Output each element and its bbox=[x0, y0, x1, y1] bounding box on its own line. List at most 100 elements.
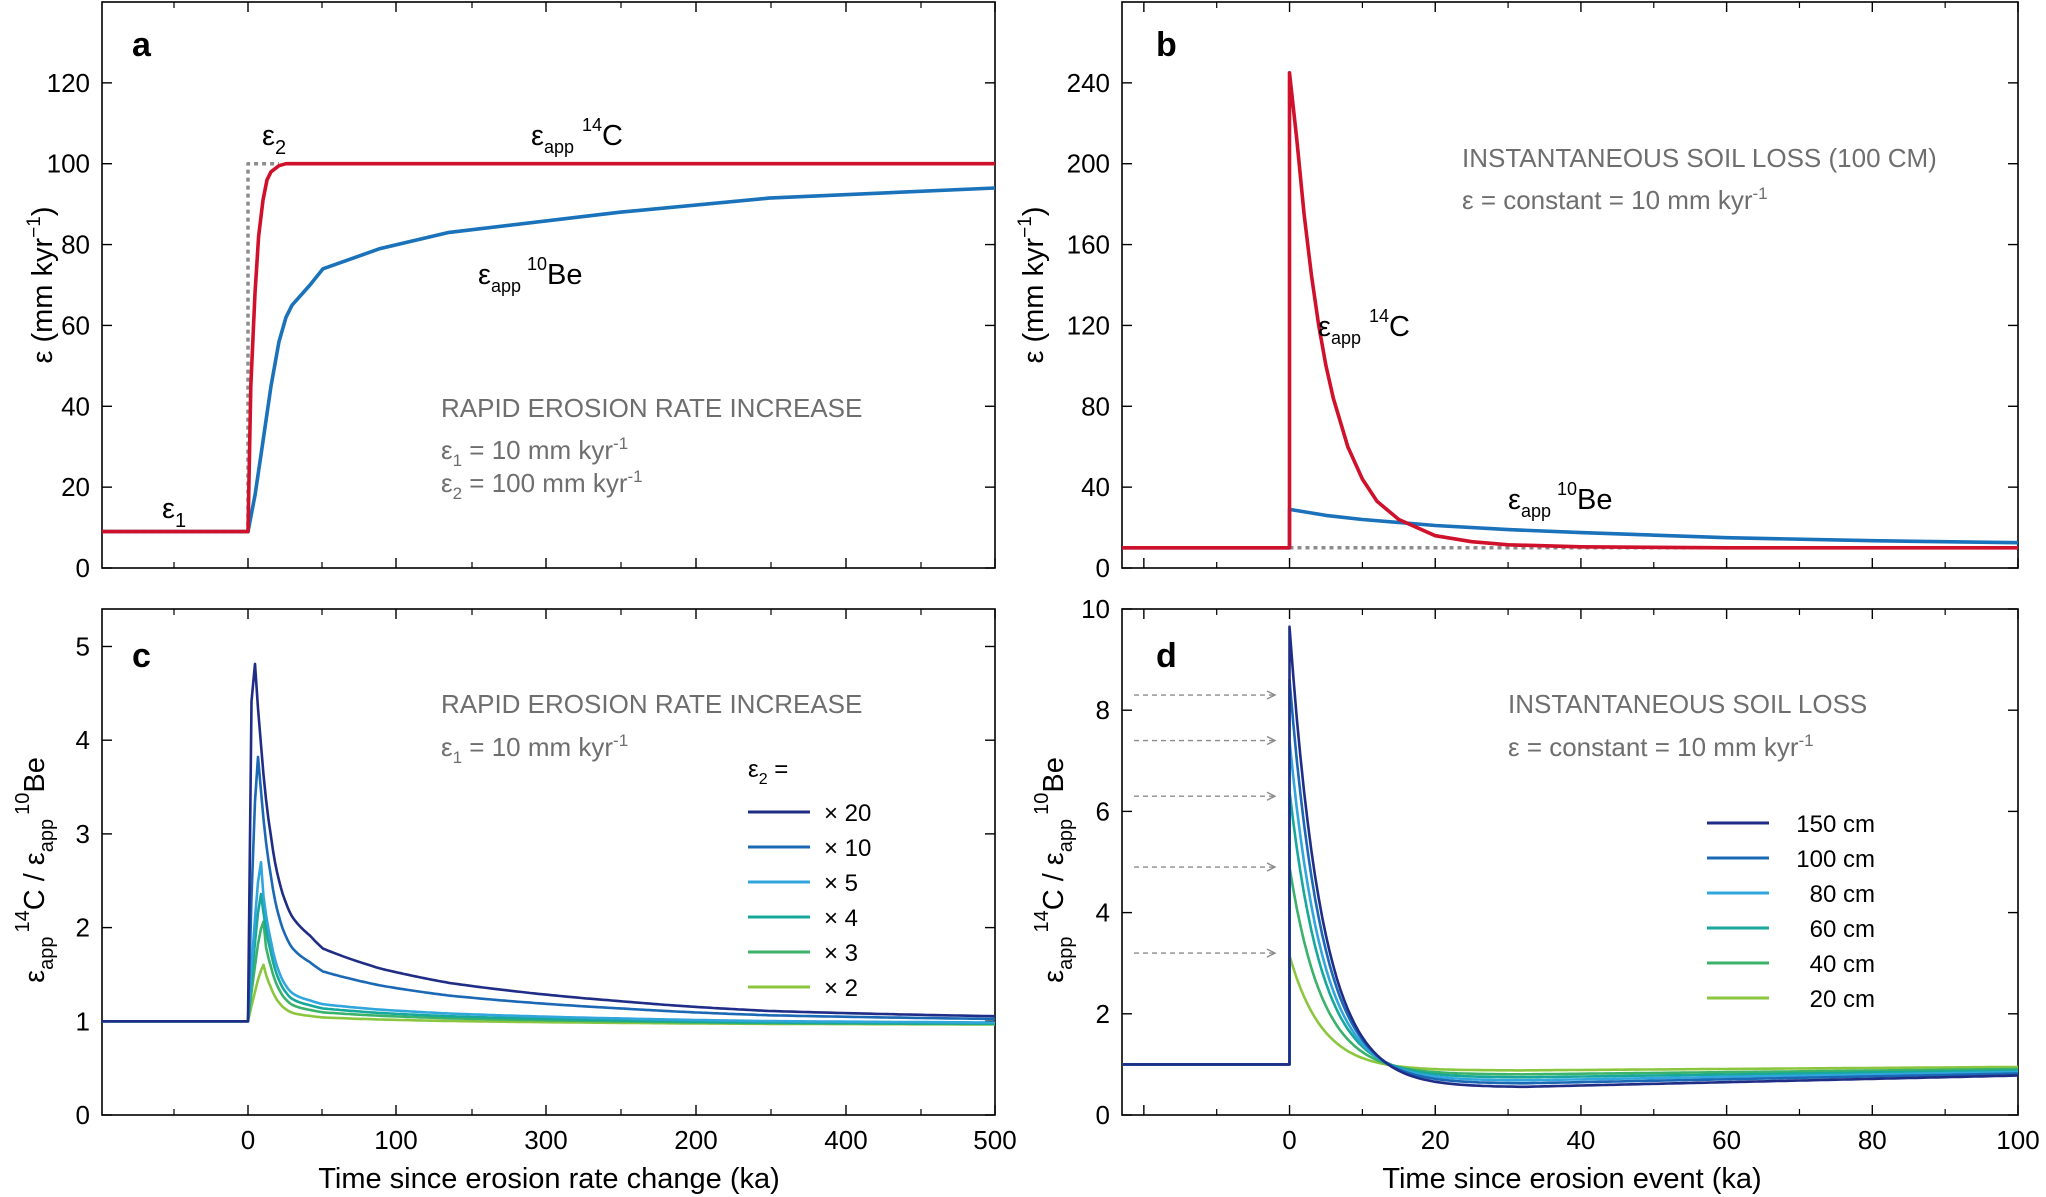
panel-a-plot-area bbox=[102, 161, 996, 534]
panel-c-y-axis: 0 1 2 3 4 5 bbox=[76, 631, 995, 1130]
panel-d-legend: 150 cm 100 cm 80 cm 60 cm 40 cm 20 cm bbox=[1707, 811, 1875, 1013]
x-tick-label: 20 bbox=[1421, 1125, 1450, 1155]
panel-a-annotation-line2: ε2 = 100 mm kyr-1 bbox=[441, 467, 643, 503]
ratio-line-80cm bbox=[1122, 739, 2019, 1082]
x-tick-label: 300 bbox=[524, 1125, 567, 1155]
panel-b-annotation-line1: ε = constant = 10 mm kyr-1 bbox=[1462, 184, 1768, 215]
panel-c-tag: c bbox=[132, 637, 151, 675]
y-tick-label: 160 bbox=[1067, 230, 1110, 260]
panel-b-tag: b bbox=[1156, 26, 1177, 64]
arrow-head bbox=[1266, 690, 1277, 700]
panel-b-annotation-title: INSTANTANEOUS SOIL LOSS (100 CM) bbox=[1462, 143, 1937, 173]
panel-d-x-title: Time since erosion event (ka) bbox=[1382, 1163, 1761, 1195]
y-tick-label: 0 bbox=[1096, 1100, 1110, 1130]
panel-a-y-axis: 0 20 40 60 80 100 120 bbox=[47, 68, 995, 583]
y-tick-label: 200 bbox=[1067, 149, 1110, 179]
panel-d-frame bbox=[1121, 608, 2019, 1116]
legend-label: 60 cm bbox=[1810, 916, 1875, 943]
legend-label: × 10 bbox=[824, 835, 871, 862]
panel-d: 0 2 4 6 8 10 0 20 40 60 80 100 150 cm 100 cm 80 cm 60… bbox=[1031, 594, 2040, 1195]
be10-series-line bbox=[1122, 507, 2019, 550]
y-tick-label: 2 bbox=[1096, 999, 1110, 1029]
legend-label: × 4 bbox=[824, 905, 858, 932]
y-tick-label: 4 bbox=[76, 725, 90, 755]
y-tick-label: 40 bbox=[61, 391, 90, 421]
legend-label: × 5 bbox=[824, 870, 858, 897]
panel-d-y-axis: 0 2 4 6 8 10 bbox=[1081, 594, 2018, 1130]
y-tick-label: 6 bbox=[1096, 796, 1110, 826]
ratio-line-4 bbox=[102, 892, 995, 1025]
panel-d-tag: d bbox=[1156, 637, 1177, 675]
x-tick-label: 100 bbox=[1996, 1125, 2039, 1155]
c14-series-line bbox=[1122, 71, 2018, 550]
x-tick-label: 500 bbox=[973, 1125, 1016, 1155]
y-tick-label: 2 bbox=[76, 913, 90, 943]
legend-label: 80 cm bbox=[1810, 881, 1875, 908]
y-tick-label: 5 bbox=[76, 631, 90, 661]
ratio-line-5 bbox=[102, 860, 995, 1024]
panel-a-be10-label: εapp10Be bbox=[478, 254, 583, 296]
arrow-head bbox=[1266, 948, 1277, 958]
legend-label: × 20 bbox=[824, 800, 871, 827]
x-tick-label: 0 bbox=[1282, 1125, 1296, 1155]
arrow-head bbox=[1266, 791, 1277, 801]
ratio-line-60cm bbox=[1122, 789, 2018, 1079]
panel-a-x-axis bbox=[173, 2, 996, 568]
panel-c-legend-title: ε2 = bbox=[748, 756, 788, 788]
panel-d-arrows bbox=[1134, 690, 1277, 958]
panel-c-plot-area bbox=[102, 662, 996, 1026]
panel-c-annotation-line1: ε1 = 10 mm kyr-1 bbox=[441, 731, 628, 767]
ratio-line-40cm bbox=[1122, 865, 2018, 1076]
panel-a-e2-marker: ε2 bbox=[262, 120, 286, 159]
y-tick-label: 20 bbox=[61, 472, 90, 502]
ratio-line-150cm bbox=[1122, 625, 2019, 1089]
panel-a-y-title: ε (mm kyr−1) bbox=[24, 206, 59, 363]
y-tick-label: 3 bbox=[76, 819, 90, 849]
panel-c-legend: × 20 × 10 × 5 × 4 × 3 × 2 bbox=[748, 800, 871, 1002]
x-tick-label: 200 bbox=[674, 1125, 717, 1155]
panel-b-y-title: ε (mm kyr−1) bbox=[1015, 206, 1050, 363]
legend-label: × 3 bbox=[824, 940, 858, 967]
panel-b-c14-label: εapp14C bbox=[1318, 306, 1410, 348]
panel-b-x-axis bbox=[1143, 2, 2019, 568]
y-tick-label: 240 bbox=[1067, 68, 1110, 98]
panel-c-x-title: Time since erosion rate change (ka) bbox=[318, 1163, 780, 1195]
legend-label: 20 cm bbox=[1810, 986, 1875, 1013]
arrow-head bbox=[1266, 735, 1277, 746]
c14-series-line bbox=[102, 161, 995, 534]
y-tick-label: 80 bbox=[1081, 391, 1110, 421]
panel-d-plot-area bbox=[1122, 625, 2019, 1089]
ratio-line-20cm bbox=[1122, 954, 2019, 1072]
panel-c-annotation-title: RAPID EROSION RATE INCREASE bbox=[441, 689, 862, 719]
y-tick-label: 0 bbox=[76, 1100, 90, 1130]
be10-series-line bbox=[102, 186, 996, 534]
panel-b: 0 40 80 120 160 200 240 b ε (mm kyr−1) INSTANT… bbox=[1015, 1, 2019, 583]
y-tick-label: 80 bbox=[61, 230, 90, 260]
legend-label: × 2 bbox=[824, 975, 858, 1002]
panel-d-x-axis: 0 20 40 60 80 100 bbox=[1143, 609, 2040, 1155]
y-tick-label: 60 bbox=[61, 310, 90, 340]
y-tick-label: 100 bbox=[47, 149, 90, 179]
panel-d-annotation-line1: ε = constant = 10 mm kyr-1 bbox=[1508, 731, 1814, 762]
x-tick-label: 60 bbox=[1712, 1125, 1741, 1155]
panel-a-c14-label: εapp14C bbox=[531, 115, 623, 157]
legend-label: 40 cm bbox=[1810, 951, 1875, 978]
panel-b-y-axis: 0 40 80 120 160 200 240 bbox=[1067, 68, 2018, 583]
x-tick-label: 100 bbox=[374, 1125, 417, 1155]
ratio-line-100cm bbox=[1122, 678, 2019, 1085]
arrow-head bbox=[1266, 862, 1277, 872]
panel-a-frame bbox=[101, 1, 996, 569]
panel-a: 0 20 40 60 80 100 120 a ε (mm kyr−1) εapp14C ε… bbox=[24, 1, 996, 583]
y-tick-label: 120 bbox=[1067, 310, 1110, 340]
y-tick-label: 1 bbox=[76, 1006, 90, 1036]
ratio-line-3 bbox=[102, 920, 995, 1026]
y-tick-label: 0 bbox=[76, 553, 90, 583]
x-tick-label: 0 bbox=[241, 1125, 255, 1155]
panel-a-annotation-line1: ε1 = 10 mm kyr-1 bbox=[441, 434, 628, 470]
y-tick-label: 10 bbox=[1081, 594, 1110, 624]
panel-d-y-title: εapp14C / εapp10Be bbox=[1031, 757, 1077, 983]
panel-a-tag: a bbox=[132, 26, 152, 64]
y-tick-label: 0 bbox=[1096, 553, 1110, 583]
